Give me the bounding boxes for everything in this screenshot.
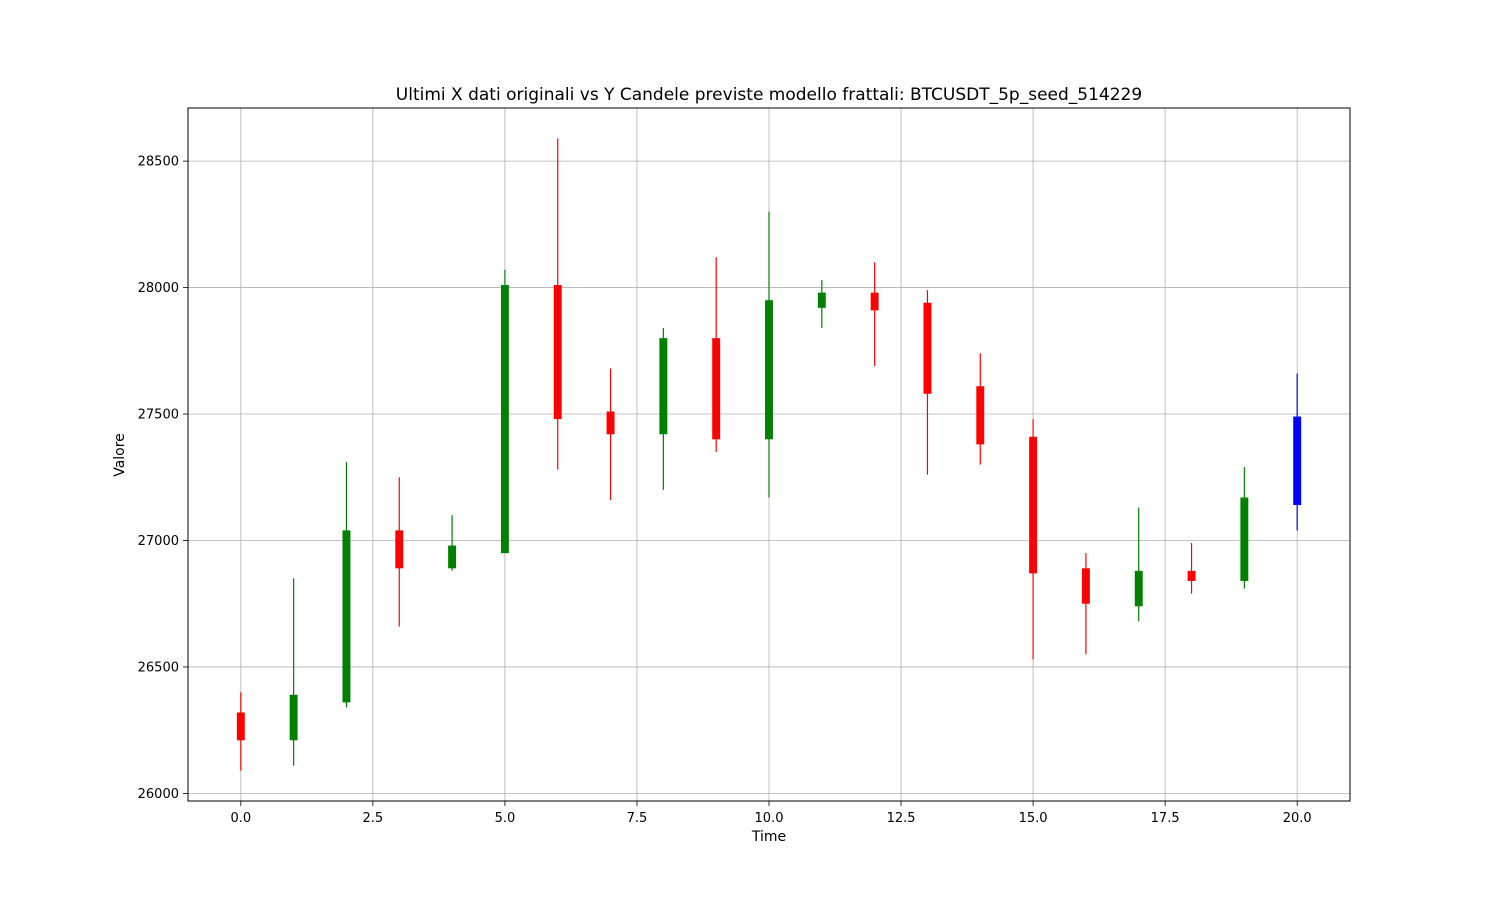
- candle-body: [606, 411, 615, 435]
- candle: [236, 692, 245, 771]
- candle: [1293, 373, 1302, 531]
- x-tick-label: 10.0: [755, 811, 784, 826]
- x-tick-label: 7.5: [627, 811, 648, 826]
- candle-body: [712, 338, 721, 440]
- x-tick-label: 5.0: [495, 811, 516, 826]
- candle: [500, 269, 509, 554]
- candle-body: [1187, 570, 1196, 581]
- candle-body: [1240, 497, 1249, 581]
- x-axis: 0.0 2.5 5.0 7.5 10.0 12.5 15.0 17.5 20.0: [230, 801, 1312, 826]
- candle: [1134, 507, 1143, 622]
- candle: [923, 290, 932, 475]
- candle: [659, 328, 668, 490]
- candle-body: [1134, 570, 1143, 607]
- candle: [395, 477, 404, 627]
- candle-body: [659, 338, 668, 435]
- candle-body: [976, 386, 985, 445]
- y-tick-label: 27000: [138, 534, 179, 549]
- candle-body: [817, 292, 826, 308]
- candle: [289, 578, 298, 766]
- y-tick-label: 26000: [138, 787, 179, 802]
- candle: [870, 262, 879, 366]
- candle: [976, 353, 985, 465]
- candle-body: [1029, 436, 1038, 574]
- candle-body: [500, 285, 509, 554]
- x-tick-label: 0.0: [230, 811, 251, 826]
- candle-body: [1081, 568, 1090, 604]
- candle: [1240, 467, 1249, 589]
- y-axis: 26000 26500 27000 27500 28000 28500: [138, 155, 188, 802]
- candle-body: [765, 300, 773, 440]
- candle: [712, 257, 721, 452]
- x-tick-label: 17.5: [1151, 811, 1180, 826]
- candle: [1081, 553, 1090, 655]
- chart-title: Ultimi X dati originali vs Y Candele pre…: [396, 85, 1142, 105]
- candle: [553, 138, 562, 470]
- x-tick-label: 2.5: [363, 811, 384, 826]
- candle-body: [448, 545, 457, 569]
- y-tick-label: 27500: [138, 408, 179, 423]
- y-tick-label: 28000: [138, 281, 179, 296]
- y-axis-label: Valore: [112, 433, 128, 477]
- x-tick-label: 12.5: [887, 811, 916, 826]
- y-tick-label: 26500: [138, 660, 179, 675]
- candle: [342, 462, 351, 708]
- candle-body: [870, 292, 879, 311]
- candle: [817, 279, 826, 329]
- candle-body: [289, 694, 298, 741]
- candle-body: [923, 302, 932, 394]
- candle-body: [236, 712, 245, 741]
- candle-body: [342, 530, 351, 703]
- candle: [606, 368, 615, 501]
- x-axis-label: Time: [751, 829, 786, 845]
- candle-body: [395, 530, 404, 569]
- candle: [448, 515, 457, 571]
- candle: [1029, 419, 1038, 660]
- candle: [765, 211, 773, 498]
- x-tick-label: 15.0: [1019, 811, 1048, 826]
- x-tick-label: 20.0: [1283, 811, 1312, 826]
- candle-body: [1293, 416, 1302, 506]
- candle-body: [553, 285, 562, 420]
- candles: [236, 138, 1302, 771]
- candle: [1187, 543, 1196, 594]
- y-tick-label: 28500: [138, 155, 179, 170]
